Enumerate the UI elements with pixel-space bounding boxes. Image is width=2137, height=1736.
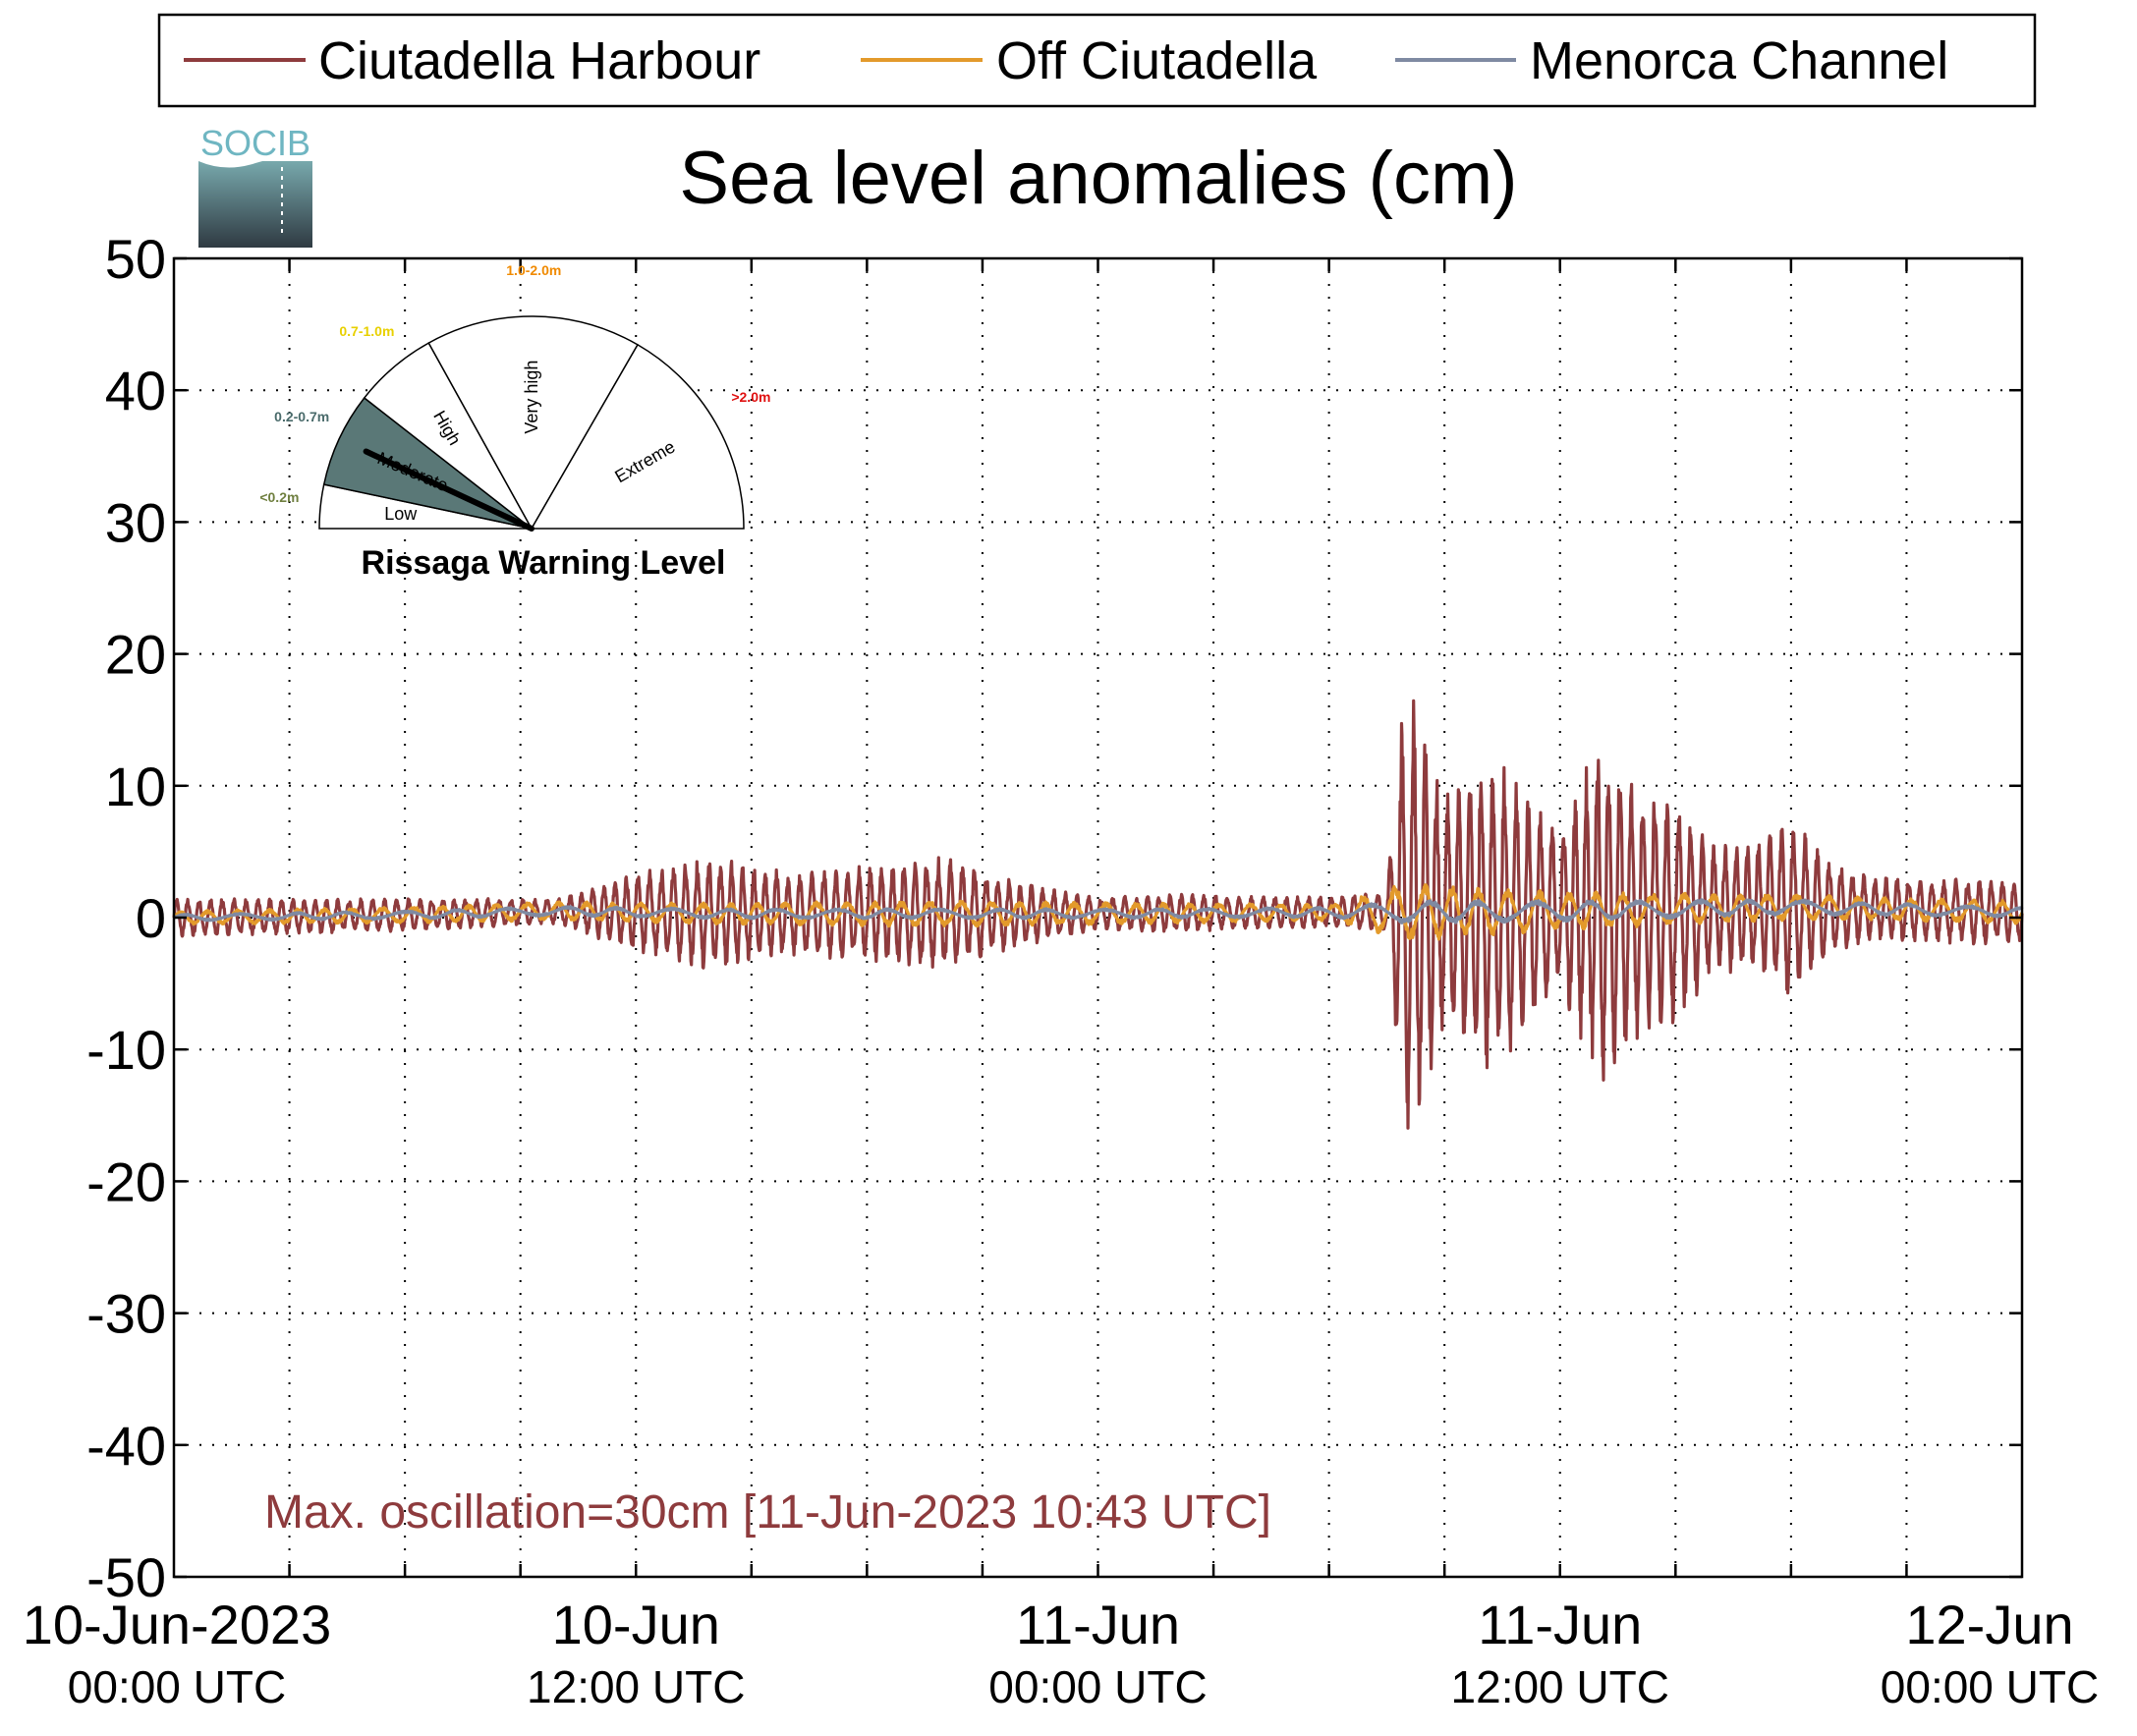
legend-label-off-ciutadella: Off Ciutadella [996,31,1318,90]
x-tick-label-time: 12:00 UTC [527,1661,745,1712]
series-layer [172,699,2024,1130]
gauge-range-label: >2.0m [731,389,770,405]
y-tick-label: 10 [105,756,166,817]
y-axis-tick-labels: 50 40 30 20 10 0 -10 -20 -30 -40 -50 [86,228,166,1608]
y-tick-label: -50 [86,1546,166,1608]
gauge-range-label: <0.2m [259,489,299,505]
gauge-level-label: Very high [522,361,541,434]
x-tick-label-time: 00:00 UTC [988,1661,1207,1712]
legend-box [157,13,2037,108]
x-tick-label-time: 00:00 UTC [68,1661,286,1712]
x-tick-label-time: 12:00 UTC [1451,1661,1669,1712]
axis-ticks [174,256,2022,1579]
legend-label-ciutadella-harbour: Ciutadella Harbour [318,31,760,90]
gauge-range-label: 0.2-0.7m [274,409,329,424]
x-tick-label-date: 10-Jun [552,1594,720,1655]
gauge-range-label: 1.0-2.0m [506,262,561,278]
legend-label-menorca-channel: Menorca Channel [1530,31,1948,90]
max-oscillation-annotation: Max. oscillation=30cm [11-Jun-2023 10:43… [264,1486,1271,1539]
gauge-sector-extreme [530,343,745,530]
y-tick-label: 20 [105,624,166,686]
series-line-menorca-channel [172,898,2024,924]
y-tick-label: -10 [86,1019,166,1081]
gauge-sector-moderate [322,396,533,530]
x-tick-label-date: 12-Jun [1905,1594,2073,1655]
x-tick-label-date: 10-Jun-2023 [23,1594,331,1655]
chart-title: Sea level anomalies (cm) [679,137,1517,220]
rissaga-warning-inset: Low<0.2mModerate0.2-0.7mHigh0.7-1.0mVery… [259,262,770,582]
gauge-range-label: 0.7-1.0m [339,323,394,339]
y-tick-label: -40 [86,1415,166,1477]
series-line-off-ciutadella [172,883,2024,941]
y-tick-label: 0 [136,887,166,949]
logo-text: SOCIB [200,123,310,163]
x-axis-tick-labels: 10-Jun-2023 00:00 UTC 10-Jun 12:00 UTC 11-Ju… [23,1594,2099,1712]
y-tick-label: 30 [105,491,166,553]
x-tick-label-date: 11-Jun [1016,1594,1180,1655]
y-tick-label: 40 [105,360,166,421]
gauge-sector-very-high [427,315,640,531]
gauge-needle [363,448,534,532]
gauge-level-label: Low [384,504,418,524]
inset-title: Rissaga Warning Level [362,544,726,582]
socib-logo: SOCIB [198,123,312,248]
y-tick-label: 50 [105,228,166,290]
legend: Ciutadella Harbour Off Ciutadella Menorc… [157,13,2037,108]
x-tick-label-time: 00:00 UTC [1881,1661,2099,1712]
x-tick-label-date: 11-Jun [1478,1594,1642,1655]
y-tick-label: -20 [86,1150,166,1212]
y-tick-label: -30 [86,1283,166,1345]
